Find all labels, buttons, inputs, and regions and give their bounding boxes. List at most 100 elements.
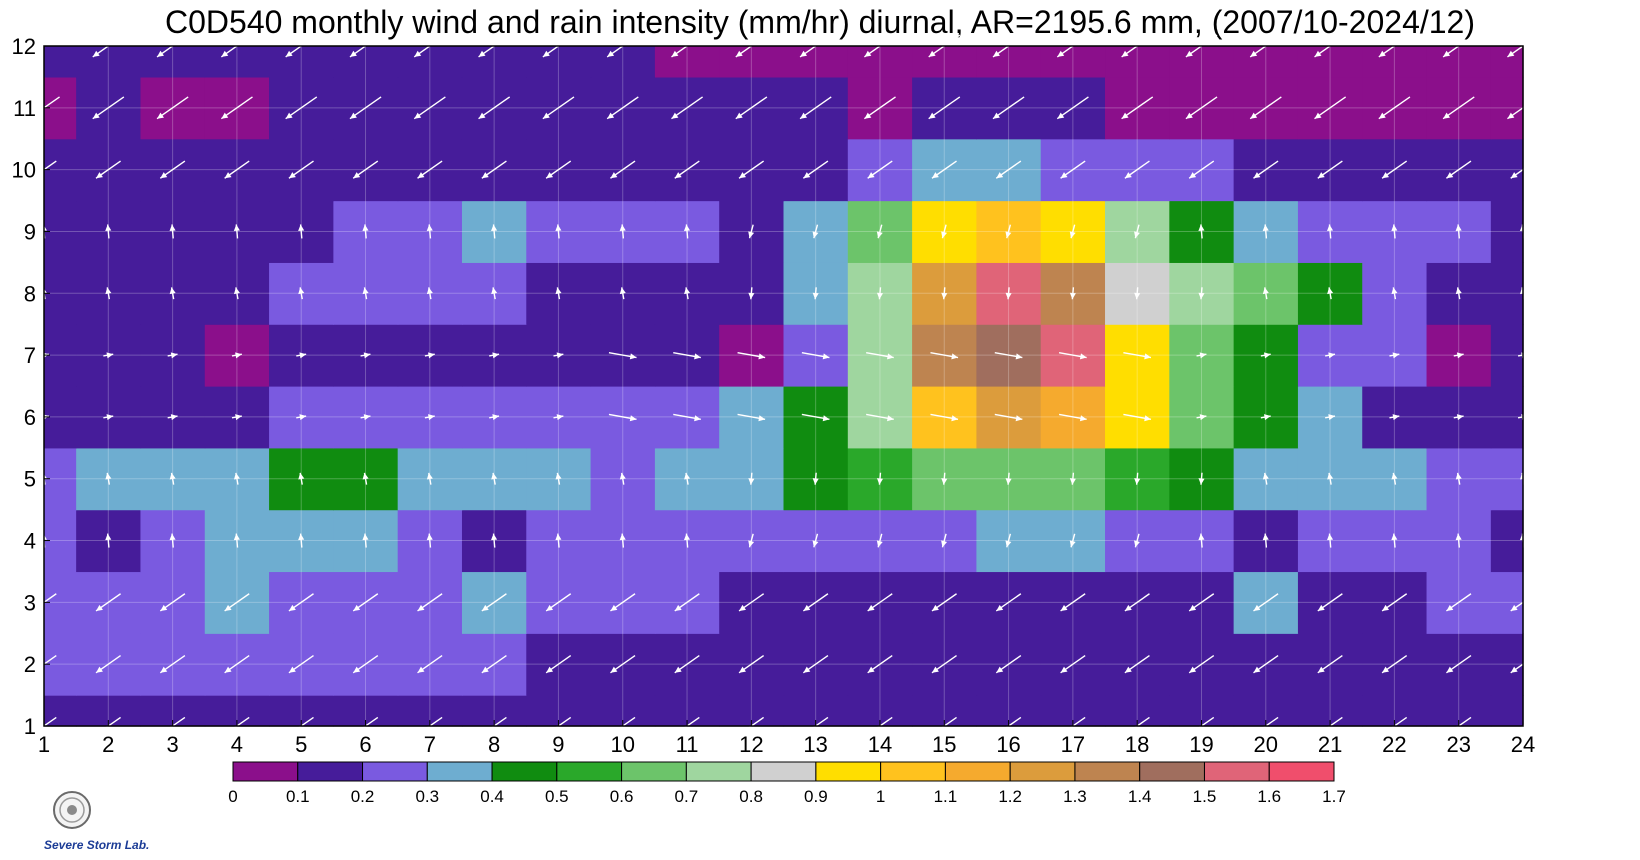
- wind-arrow-head: [1005, 540, 1012, 548]
- wind-arrow-head: [1134, 540, 1140, 548]
- wind-arrow: [545, 655, 572, 674]
- wind-arrow: [1253, 593, 1279, 612]
- wind-arrow-head: [867, 666, 875, 673]
- wind-arrow-head: [298, 472, 305, 480]
- wind-arrow-head: [1327, 287, 1334, 295]
- wind-arrow: [619, 472, 626, 485]
- wind-arrow-head: [674, 172, 682, 179]
- wind-arrow: [1134, 224, 1140, 239]
- heatmap-cell: [76, 46, 142, 78]
- wind-arrow-head: [362, 224, 369, 232]
- wind-arrow: [362, 533, 369, 548]
- wind-arrow-head: [1510, 666, 1518, 673]
- wind-arrow-head: [1382, 172, 1390, 179]
- wind-arrow-head: [542, 50, 550, 57]
- wind-arrow-head: [96, 172, 103, 179]
- x-tick-label: 20: [1254, 732, 1278, 757]
- wind-arrow-head: [684, 287, 691, 295]
- wind-arrow-head: [619, 224, 626, 232]
- colorbar-band: [621, 761, 687, 782]
- wind-arrow: [619, 287, 626, 300]
- wind-arrow-head: [542, 112, 550, 119]
- wind-arrow: [812, 533, 819, 548]
- x-tick-label: 13: [803, 732, 827, 757]
- wind-arrow-head: [233, 472, 240, 480]
- y-tick-label: 12: [12, 34, 36, 59]
- wind-arrows: [28, 34, 1539, 736]
- wind-arrow-head: [235, 414, 242, 421]
- wind-arrow-head: [1382, 666, 1390, 673]
- wind-arrow: [1381, 593, 1408, 612]
- wind-arrow: [288, 160, 314, 179]
- wind-arrow-head: [288, 728, 296, 735]
- wind-arrow-head: [170, 414, 178, 421]
- wind-arrow: [802, 655, 829, 674]
- heatmap-cell: [269, 46, 334, 78]
- wind-arrow-head: [426, 472, 433, 480]
- wind-arrow-head: [1069, 231, 1076, 239]
- wind-arrow: [683, 224, 691, 239]
- wind-arrow-head: [1263, 414, 1271, 421]
- wind-arrow: [674, 160, 700, 179]
- wind-arrow: [1069, 224, 1076, 239]
- wind-arrow-head: [491, 224, 498, 232]
- wind-arrow: [1134, 472, 1141, 485]
- heatmap-cell: [1105, 46, 1170, 78]
- colorbar-band: [1009, 761, 1076, 782]
- x-tick-label: 16: [996, 732, 1020, 757]
- wind-arrow-head: [160, 666, 168, 673]
- wind-arrow-head: [299, 352, 307, 359]
- wind-arrow: [684, 287, 691, 300]
- wind-arrow: [555, 533, 562, 548]
- wind-arrow: [1056, 96, 1089, 120]
- wind-arrow: [105, 224, 112, 239]
- wind-arrow: [876, 224, 883, 239]
- wind-arrow-head: [739, 604, 746, 611]
- colorbar-band: [491, 761, 558, 782]
- colorbar-band: [815, 761, 882, 782]
- wind-arrow: [233, 472, 240, 485]
- wind-arrow-head: [683, 533, 691, 541]
- wind-arrow-head: [1185, 50, 1193, 57]
- wind-arrow-head: [349, 50, 357, 57]
- wind-arrow-head: [1521, 352, 1528, 359]
- wind-arrow-head: [481, 172, 489, 179]
- wind-arrow-head: [1189, 172, 1197, 179]
- wind-arrow-head: [1189, 666, 1197, 673]
- heatmap-cell: [912, 46, 978, 78]
- wind-arrow: [1327, 472, 1334, 485]
- wind-arrow: [673, 413, 701, 422]
- wind-arrow-head: [299, 414, 307, 421]
- wind-arrow: [105, 472, 112, 485]
- wind-arrow-head: [1124, 172, 1132, 179]
- wind-arrow-head: [233, 533, 240, 541]
- wind-arrow: [169, 533, 176, 548]
- heatmap-cell: [333, 46, 399, 78]
- wind-arrow: [224, 593, 250, 612]
- wind-arrow: [608, 351, 637, 360]
- wind-arrow-head: [996, 728, 1004, 735]
- colorbar-band: [880, 761, 946, 782]
- wind-arrow-head: [235, 352, 242, 359]
- x-tick-label: 2: [102, 732, 114, 757]
- wind-arrow: [352, 655, 379, 674]
- wind-arrow-head: [887, 415, 894, 422]
- x-tick-label: 21: [1318, 732, 1342, 757]
- wind-arrow-head: [96, 728, 103, 735]
- wind-arrow-head: [1327, 472, 1334, 480]
- colorbar-band: [1203, 761, 1270, 782]
- y-tick-label: 4: [24, 529, 36, 554]
- colorbar-tick-label: 0.6: [610, 787, 634, 806]
- colorbar-tick-label: 1.4: [1128, 787, 1152, 806]
- wind-arrow: [105, 287, 112, 300]
- wind-arrow-shaft: [285, 96, 318, 120]
- plot-frame: [43, 45, 1524, 727]
- wind-arrow-head: [993, 50, 1000, 57]
- wind-arrow: [1260, 352, 1271, 359]
- heatmap-cell: [397, 46, 463, 78]
- x-tick-label: 17: [1061, 732, 1085, 757]
- wind-arrow: [738, 593, 765, 612]
- wind-arrow: [1060, 160, 1086, 179]
- wind-arrow: [799, 96, 832, 120]
- wind-arrow: [867, 655, 893, 674]
